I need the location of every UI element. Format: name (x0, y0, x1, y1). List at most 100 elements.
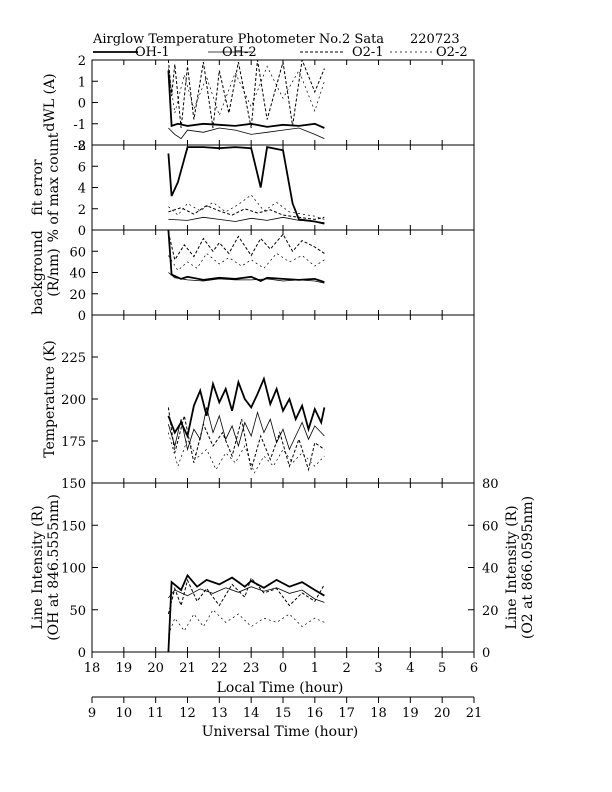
legend-label-o2-2: O2-2 (436, 45, 468, 60)
axis-tick-label: 23 (243, 661, 260, 676)
series-line-o2-2 (168, 432, 325, 474)
y-axis-label: fit error (30, 159, 46, 216)
local-time-axis: 18 19 20 21 22 23 0 1 2 3 4 5 6 (84, 651, 478, 676)
axis-tick-label: 22 (211, 661, 228, 676)
y-axis-label: background (30, 230, 46, 315)
axis-tick-label: 18 (84, 661, 101, 676)
y-axis-label: Temperature (K) (42, 340, 58, 458)
series-line-o2-1 (167, 577, 325, 615)
y-tick-label: 6 (78, 160, 86, 175)
y-tick-label: 4 (78, 182, 86, 197)
y-right-axis-label: Line Intensity (R) (504, 505, 520, 629)
y-tick-label: 20 (69, 288, 86, 303)
axis-tick-label: 5 (438, 661, 446, 676)
chart-title: Airglow Temperature Photometer No.2 Sata (92, 32, 384, 47)
axis-tick-label: 20 (147, 661, 164, 676)
y-tick-label: 2 (78, 54, 86, 69)
axis-tick-label: 9 (88, 706, 96, 721)
series-line-oh-1 (167, 375, 326, 439)
local-time-axis-label: Local Time (hour) (217, 680, 344, 696)
y-right-tick-label: 80 (482, 477, 499, 492)
axis-tick-label: 0 (279, 661, 287, 676)
legend-label-o2-1: O2-1 (352, 45, 384, 60)
panel-bg: 0 20 40 60 background (R/nm) (30, 229, 475, 324)
y-tick-label: 200 (61, 393, 86, 408)
y-tick-label: 8 (78, 139, 86, 154)
y-tick-label: 150 (61, 519, 86, 534)
axis-tick-label: 19 (116, 661, 133, 676)
y-axis-label: (R/nm) (46, 248, 62, 296)
series-line-o2-2 (168, 194, 325, 220)
y-axis-label: dWL (A) (42, 73, 58, 131)
series-line-oh-2 (168, 216, 325, 223)
series-line-o2-1 (167, 60, 325, 129)
axis-tick-label: 14 (243, 706, 260, 721)
panel-frame-bg (91, 229, 475, 316)
y-axis-label: Line Intensity (R) (30, 505, 46, 629)
series-line-o2-2 (168, 609, 325, 636)
chart-date-code: 220723 (410, 32, 460, 47)
plot-panels: -2 -1 0 1 2 dWL (A) 0 2 4 6 8 fit error% of max cou… (30, 54, 536, 661)
y-tick-label: 0 (78, 309, 86, 324)
y-tick-label: 50 (69, 604, 86, 619)
y-right-tick-label: 40 (482, 562, 499, 577)
y-tick-label: 0 (78, 646, 86, 661)
series-line-oh-1 (167, 230, 325, 283)
y-tick-label: 0 (78, 97, 86, 112)
panel-frame-intensity (91, 482, 475, 653)
axis-tick-label: 2 (343, 661, 351, 676)
y-tick-label: 225 (61, 351, 86, 366)
universal-time-axis: 9 10 11 12 13 14 15 16 17 18 19 20 21 (88, 696, 483, 721)
series-line-o2-1 (167, 231, 325, 262)
axis-tick-label: 1 (311, 661, 319, 676)
axis-tick-label: 16 (307, 706, 324, 721)
series-line-o2-1 (168, 205, 325, 220)
y-axis-label: % of max count (46, 132, 62, 242)
y-tick-label: 60 (69, 245, 86, 260)
series-line-oh-2 (168, 272, 325, 284)
axis-tick-label: 20 (434, 706, 451, 721)
y-tick-label: 150 (61, 477, 86, 492)
universal-time-axis-label: Universal Time (hour) (202, 724, 359, 740)
axis-tick-label: 4 (406, 661, 414, 676)
axis-tick-label: 15 (275, 706, 292, 721)
panel-frame-dwl (91, 59, 475, 146)
y-right-tick-label: 20 (482, 604, 499, 619)
legend: OH-1 OH-2 O2-1 O2-2 (93, 45, 468, 60)
axis-tick-label: 10 (116, 706, 133, 721)
series-line-oh-1 (167, 573, 325, 652)
series-line-oh-2 (168, 586, 325, 603)
axis-tick-label: 17 (338, 706, 355, 721)
y-tick-label: -2 (73, 139, 86, 154)
y-tick-label: 2 (78, 203, 86, 218)
legend-label-oh-2: OH-2 (222, 45, 257, 60)
y-tick-label: 175 (61, 435, 86, 450)
y-right-tick-label: 0 (482, 646, 490, 661)
axis-tick-label: 6 (470, 661, 478, 676)
panel-frame-temp (91, 314, 475, 484)
axis-tick-label: 18 (370, 706, 387, 721)
axis-tick-label: 19 (402, 706, 419, 721)
series-line-o2-2 (168, 65, 325, 117)
panel-fit: 0 2 4 6 8 fit error% of max count (30, 132, 475, 242)
panel-dwl: -2 -1 0 1 2 dWL (A) (42, 54, 475, 154)
axis-tick-label: 11 (147, 706, 164, 721)
series-line-oh-2 (168, 407, 325, 451)
legend-label-oh-1: OH-1 (135, 45, 170, 60)
y-tick-label: 1 (78, 75, 86, 90)
y-tick-label: 40 (69, 267, 86, 282)
y-right-axis-label: (O2 at 866.0595nm) (520, 496, 536, 639)
y-right-tick-label: 60 (482, 519, 499, 534)
series-line-oh-2 (168, 127, 325, 140)
y-axis-label: (OH at 846.5555nm) (46, 494, 62, 641)
y-tick-label: 0 (78, 224, 86, 239)
series-line-o2-2 (168, 252, 325, 271)
series-line-o2-1 (167, 407, 325, 472)
axis-tick-label: 21 (466, 706, 483, 721)
series-line-oh-1 (167, 70, 325, 129)
axis-tick-label: 13 (211, 706, 228, 721)
y-tick-label: 100 (61, 562, 86, 577)
axis-tick-label: 21 (179, 661, 196, 676)
